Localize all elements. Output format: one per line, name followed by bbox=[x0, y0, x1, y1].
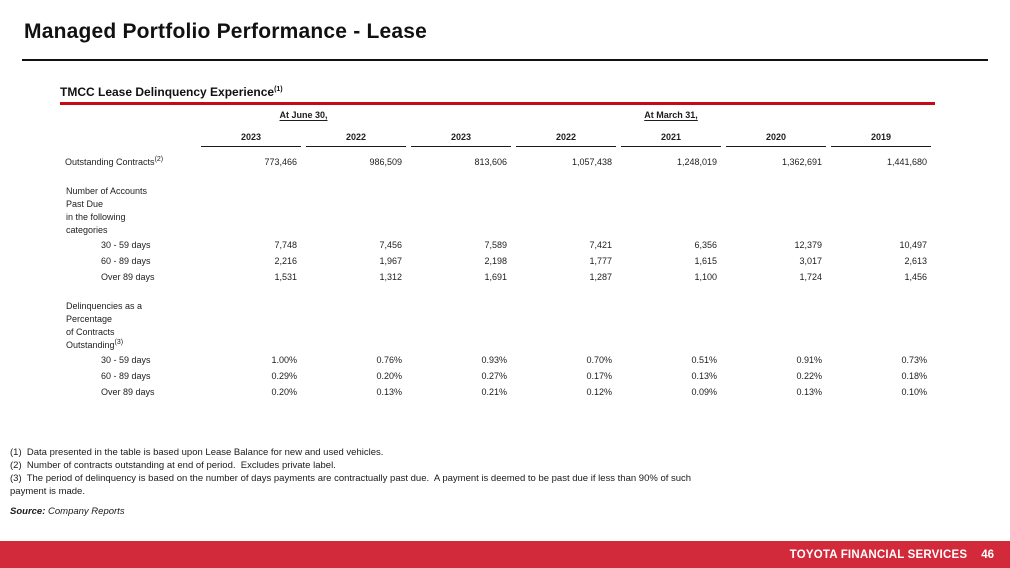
cell-value: 0.27% bbox=[481, 371, 507, 381]
cell-value: 0.20% bbox=[271, 387, 297, 397]
year-column-header: 2023 bbox=[411, 127, 511, 147]
row-label: 30 - 59 days bbox=[101, 355, 151, 365]
cell-value: 773,466 bbox=[264, 157, 297, 167]
cell-value: 1,967 bbox=[379, 256, 402, 266]
table-row-pct-30-59: 30 - 59 days 1.00% 0.76% 0.93% 0.70% 0.5… bbox=[65, 353, 931, 369]
year-column-header: 2022 bbox=[306, 127, 406, 147]
cell-value: 2,198 bbox=[484, 256, 507, 266]
section-row-accounts-past-due: Number of Accounts Past Due in the follo… bbox=[65, 171, 931, 238]
cell-value: 1,100 bbox=[694, 272, 717, 282]
footnote-ref: (2) bbox=[154, 156, 164, 163]
table-heading: TMCC Lease Delinquency Experience(1) bbox=[60, 85, 283, 99]
year-column-header: 2022 bbox=[516, 127, 616, 147]
delinquency-table: At June 30, At March 31, 2023 2022 2023 … bbox=[60, 107, 936, 401]
cell-value: 1,456 bbox=[904, 272, 927, 282]
cell-value: 986,509 bbox=[369, 157, 402, 167]
cell-value: 6,356 bbox=[694, 240, 717, 250]
heading-rule bbox=[60, 102, 935, 105]
cell-value: 0.10% bbox=[901, 387, 927, 397]
cell-value: 0.18% bbox=[901, 371, 927, 381]
row-label: 60 - 89 days bbox=[101, 371, 151, 381]
cell-value: 0.13% bbox=[691, 371, 717, 381]
cell-value: 0.29% bbox=[271, 371, 297, 381]
cell-value: 2,216 bbox=[274, 256, 297, 266]
cell-value: 7,589 bbox=[484, 240, 507, 250]
row-label: Over 89 days bbox=[101, 387, 155, 397]
cell-value: 10,497 bbox=[899, 240, 927, 250]
cell-value: 0.20% bbox=[376, 371, 402, 381]
page-title: Managed Portfolio Performance - Lease bbox=[24, 20, 427, 43]
cell-value: 0.13% bbox=[796, 387, 822, 397]
footnote-3: (3) The period of delinquency is based o… bbox=[10, 473, 694, 497]
cell-value: 2,613 bbox=[904, 256, 927, 266]
cell-value: 7,421 bbox=[589, 240, 612, 250]
section-label: Number of Accounts Past Due in the follo… bbox=[66, 185, 148, 235]
year-column-header: 2020 bbox=[726, 127, 826, 147]
table-row-pct-60-89: 60 - 89 days 0.29% 0.20% 0.27% 0.17% 0.1… bbox=[65, 369, 931, 385]
year-column-header: 2021 bbox=[621, 127, 721, 147]
source-line: Source: Company Reports bbox=[10, 506, 125, 517]
cell-value: 1,724 bbox=[799, 272, 822, 282]
cell-value: 1,691 bbox=[484, 272, 507, 282]
cell-value: 0.93% bbox=[481, 355, 507, 365]
row-label: Outstanding Contracts(2) bbox=[65, 156, 164, 167]
year-column-header: 2019 bbox=[831, 127, 931, 147]
cell-value: 1,312 bbox=[379, 272, 402, 282]
group-header-row: At June 30, At March 31, bbox=[65, 107, 931, 127]
table-row-outstanding-contracts: Outstanding Contracts(2) 773,466 986,509… bbox=[65, 147, 931, 171]
cell-value: 0.91% bbox=[796, 355, 822, 365]
cell-value: 0.13% bbox=[376, 387, 402, 397]
table-row-accounts-60-89: 60 - 89 days 2,216 1,967 2,198 1,777 1,6… bbox=[65, 254, 931, 270]
row-label: 60 - 89 days bbox=[101, 256, 151, 266]
table-row-accounts-over-89: Over 89 days 1,531 1,312 1,691 1,287 1,1… bbox=[65, 270, 931, 286]
cell-value: 7,456 bbox=[379, 240, 402, 250]
footnote-ref: (3) bbox=[114, 338, 124, 346]
cell-value: 3,017 bbox=[799, 256, 822, 266]
cell-value: 1,287 bbox=[589, 272, 612, 282]
cell-value: 0.76% bbox=[376, 355, 402, 365]
cell-value: 0.73% bbox=[901, 355, 927, 365]
cell-value: 0.22% bbox=[796, 371, 822, 381]
cell-value: 1,057,438 bbox=[571, 157, 612, 167]
cell-value: 1.00% bbox=[271, 355, 297, 365]
footer-bar: TOYOTA FINANCIAL SERVICES 46 bbox=[0, 541, 1010, 568]
table-heading-footnote-ref: (1) bbox=[274, 86, 283, 93]
cell-value: 1,441,680 bbox=[886, 157, 927, 167]
year-column-header: 2023 bbox=[201, 127, 301, 147]
cell-value: 0.12% bbox=[586, 387, 612, 397]
cell-value: 813,606 bbox=[474, 157, 507, 167]
table-row-pct-over-89: Over 89 days 0.20% 0.13% 0.21% 0.12% 0.0… bbox=[65, 385, 931, 401]
cell-value: 0.51% bbox=[691, 355, 717, 365]
cell-value: 1,362,691 bbox=[781, 157, 822, 167]
cell-value: 0.09% bbox=[691, 387, 717, 397]
footnotes-block: (1) Data presented in the table is based… bbox=[10, 446, 728, 498]
source-label: Source: bbox=[10, 506, 46, 517]
footnote-1: (1) Data presented in the table is based… bbox=[10, 447, 384, 458]
cell-value: 12,379 bbox=[794, 240, 822, 250]
row-label: Over 89 days bbox=[101, 272, 155, 282]
delinquency-table-wrap: At June 30, At March 31, 2023 2022 2023 … bbox=[60, 107, 936, 401]
group-header-june: At June 30, bbox=[279, 110, 328, 120]
section-label: Delinquencies as a Percentage of Contrac… bbox=[66, 300, 143, 350]
table-row-accounts-30-59: 30 - 59 days 7,748 7,456 7,589 7,421 6,3… bbox=[65, 238, 931, 254]
cell-value: 1,615 bbox=[694, 256, 717, 266]
cell-value: 1,248,019 bbox=[676, 157, 717, 167]
year-header-row: 2023 2022 2023 2022 2021 2020 2019 bbox=[65, 127, 931, 147]
footer-brand: TOYOTA FINANCIAL SERVICES bbox=[789, 548, 968, 561]
group-header-march: At March 31, bbox=[644, 110, 698, 120]
cell-value: 1,531 bbox=[274, 272, 297, 282]
cell-value: 0.21% bbox=[481, 387, 507, 397]
source-text: Company Reports bbox=[45, 506, 125, 517]
cell-value: 0.17% bbox=[586, 371, 612, 381]
cell-value: 0.70% bbox=[586, 355, 612, 365]
footnote-2: (2) Number of contracts outstanding at e… bbox=[10, 460, 336, 471]
section-row-delinquency-percentage: Delinquencies as a Percentage of Contrac… bbox=[65, 286, 931, 353]
row-label: 30 - 59 days bbox=[101, 240, 151, 250]
title-rule bbox=[22, 59, 988, 61]
cell-value: 1,777 bbox=[589, 256, 612, 266]
footer-page-number: 46 bbox=[981, 548, 994, 561]
cell-value: 7,748 bbox=[274, 240, 297, 250]
table-heading-text: TMCC Lease Delinquency Experience bbox=[60, 85, 275, 99]
